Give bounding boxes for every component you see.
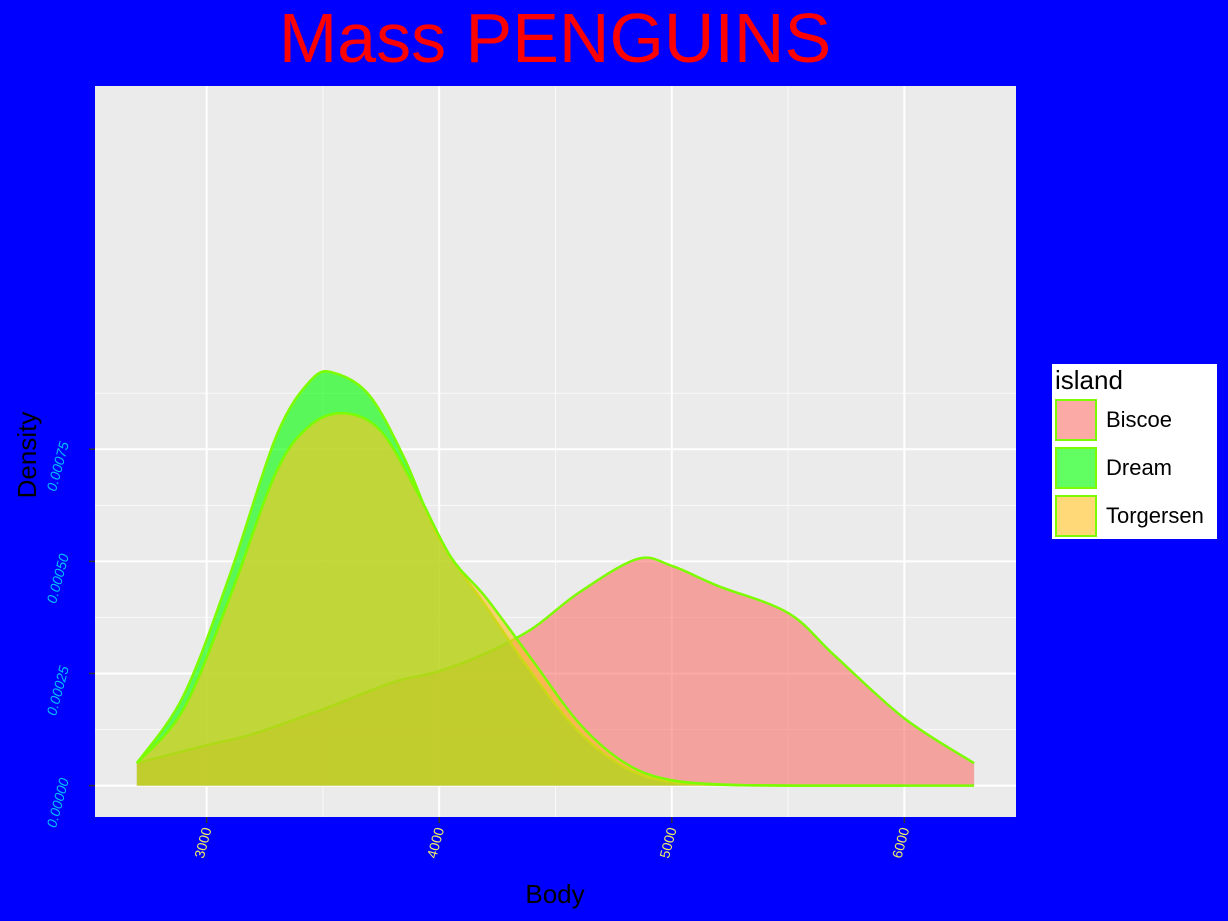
area-torgersen	[136, 413, 905, 786]
x-tick-label: 6000	[889, 825, 913, 859]
x-tick-label: 3000	[191, 825, 215, 859]
legend-key-biscoe	[1055, 399, 1097, 441]
y-axis-title: Density	[12, 412, 42, 499]
outline-torgersen	[135, 411, 905, 787]
x-axis-title: Body	[525, 879, 584, 909]
legend-label-torgersen: Torgersen	[1106, 503, 1204, 528]
x-tick-label: 4000	[424, 825, 448, 859]
legend: island Biscoe Dream Torgersen	[1052, 364, 1217, 539]
legend-key-torgersen	[1055, 495, 1097, 537]
x-axis-ticks: 3000 4000 5000 6000	[191, 817, 912, 860]
legend-label-biscoe: Biscoe	[1106, 407, 1172, 432]
legend-title: island	[1055, 365, 1123, 395]
density-areas	[135, 369, 975, 787]
legend-key-dream	[1055, 447, 1097, 489]
x-tick-label: 5000	[656, 825, 680, 859]
legend-items: Biscoe Dream Torgersen	[1055, 399, 1204, 537]
legend-label-dream: Dream	[1106, 455, 1172, 480]
chart-title: Mass PENGUINS	[279, 0, 831, 77]
